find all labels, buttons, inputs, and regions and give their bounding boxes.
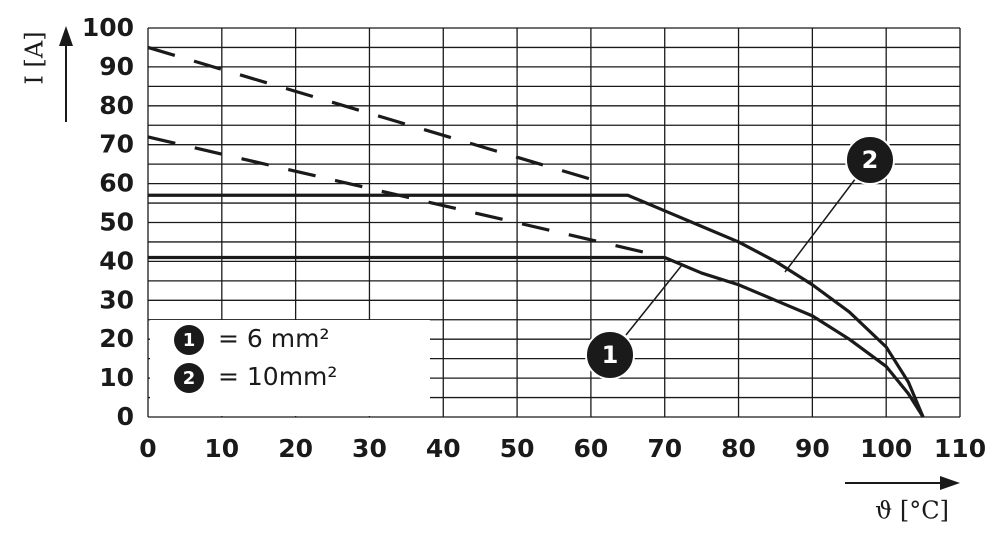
y-tick-label: 10: [99, 363, 134, 392]
legend-marker-label: 1: [183, 330, 196, 351]
x-tick-label: 110: [934, 434, 986, 463]
series-line: [148, 255, 925, 418]
x-tick-label: 50: [500, 434, 535, 463]
y-axis-arrowhead: [59, 26, 73, 46]
y-tick-label: 20: [99, 324, 134, 353]
callout-marker: [845, 135, 895, 185]
y-tick-label: 30: [99, 285, 134, 314]
x-axis-arrowhead: [940, 476, 960, 490]
x-tick-label: 70: [647, 434, 682, 463]
series-line: [147, 45, 607, 186]
y-tick-label: 60: [99, 169, 134, 198]
y-tick-label: 40: [99, 246, 134, 275]
y-tick-label: 80: [99, 91, 134, 120]
marks: [147, 45, 925, 418]
x-tick-label: 40: [426, 434, 461, 463]
x-axis-label: ϑ [°C]: [875, 497, 949, 525]
y-tick-label: 100: [82, 13, 134, 42]
x-tick-label: 80: [721, 434, 756, 463]
series-line: [148, 193, 925, 418]
y-tick-label: 0: [117, 402, 134, 431]
series-line: [147, 135, 651, 256]
y-tick-label: 70: [99, 130, 134, 159]
x-tick-label: 60: [574, 434, 609, 463]
legend-marker-label: 2: [183, 368, 196, 389]
x-tick-label: 0: [139, 434, 156, 463]
y-axis-label: I [A]: [21, 31, 49, 84]
legend-label: = 10mm²: [218, 362, 337, 391]
legend: 1 = 6 mm² 2 = 10mm²: [174, 324, 337, 393]
y-tick-label: 90: [99, 52, 134, 81]
callout-marker: [585, 330, 635, 380]
x-tick-label: 100: [860, 434, 912, 463]
x-tick-label: 10: [204, 434, 239, 463]
x-tick-label: 20: [278, 434, 313, 463]
callout-label: 2: [862, 146, 879, 174]
legend-marker: [174, 325, 204, 355]
callout-label: 1: [602, 341, 619, 369]
callout-line: [784, 177, 857, 273]
y-tick-label: 50: [99, 208, 134, 237]
legend-marker: [174, 363, 204, 393]
callout-line: [625, 264, 683, 336]
legend-label: = 6 mm²: [218, 324, 329, 353]
x-tick-label: 90: [795, 434, 830, 463]
x-tick-label: 30: [352, 434, 387, 463]
